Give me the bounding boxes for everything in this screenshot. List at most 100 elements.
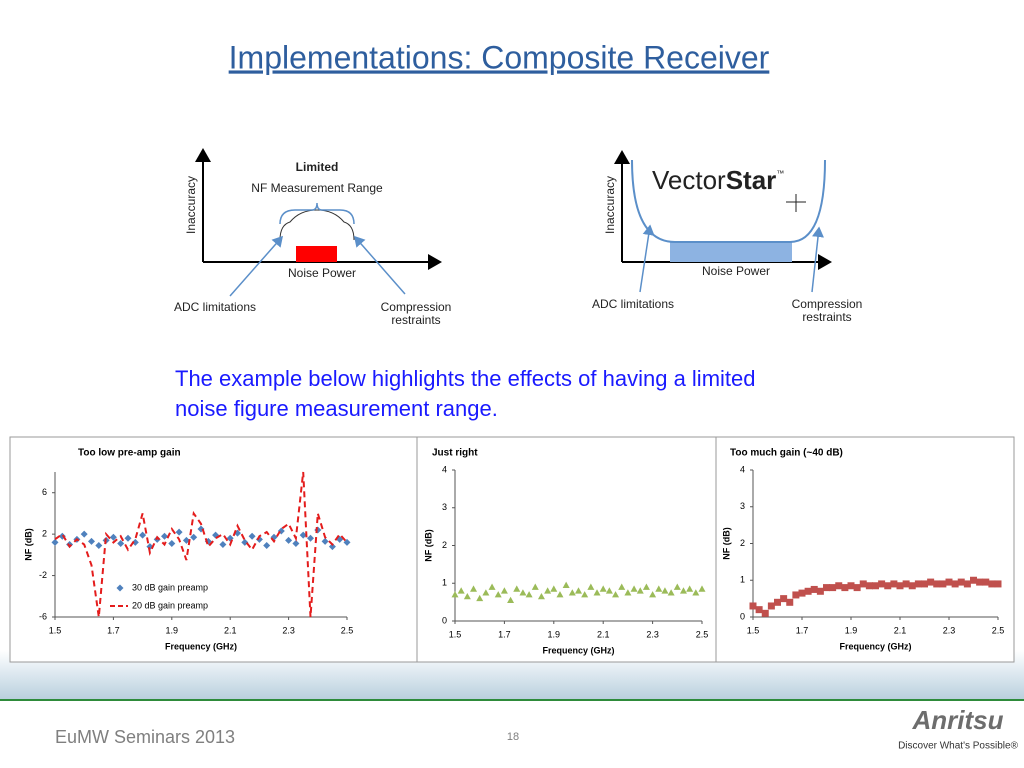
marker [890, 580, 898, 588]
axis-label: Noise Power [702, 264, 770, 278]
marker [109, 533, 117, 541]
x-tick-label: 1.5 [49, 625, 62, 635]
marker [988, 580, 996, 588]
logo-part: ™ [776, 169, 784, 178]
marker [544, 587, 552, 594]
x-tick-label: 2.3 [646, 629, 659, 639]
y-tick-label: -2 [39, 570, 47, 580]
marker [884, 582, 892, 590]
body-text: The example below highlights the effects… [175, 366, 756, 391]
marker [933, 580, 941, 588]
marker [568, 589, 576, 596]
marker [853, 584, 861, 592]
marker [847, 582, 855, 590]
marker [612, 591, 620, 598]
marker [190, 533, 198, 541]
marker [175, 528, 183, 536]
marker [525, 591, 533, 598]
marker [562, 581, 570, 588]
note: ADC limitations [174, 300, 256, 314]
marker [939, 580, 947, 588]
marker [774, 598, 781, 606]
label: Limited [296, 160, 339, 174]
axis-label: Noise Power [288, 266, 356, 280]
x-tick-label: 2.1 [224, 625, 237, 635]
legend-swatch [116, 584, 124, 592]
marker [686, 585, 694, 592]
x-tick-label: 1.9 [166, 625, 179, 635]
x-tick-label: 2.5 [696, 629, 709, 639]
marker [321, 537, 329, 545]
marker [550, 585, 558, 592]
marker [927, 578, 935, 586]
marker [556, 591, 564, 598]
logo: VectorStar™ [652, 165, 784, 195]
marker [124, 534, 132, 542]
y-tick-label: 2 [740, 538, 745, 548]
marker [219, 541, 227, 548]
marker [921, 580, 928, 588]
marker [636, 587, 644, 594]
legend-label: 20 dB gain preamp [132, 600, 208, 610]
marker [951, 580, 959, 588]
marker [698, 585, 706, 592]
marker [767, 602, 775, 610]
marker [470, 585, 478, 592]
note: restraints [802, 310, 851, 324]
y-tick-label: 4 [740, 464, 745, 474]
marker [343, 538, 351, 546]
marker [292, 539, 300, 547]
marker [835, 582, 843, 590]
marker [945, 578, 953, 586]
y-axis-label: NF (dB) [23, 528, 33, 561]
marker [982, 578, 990, 586]
x-tick-label: 1.9 [845, 625, 858, 635]
marker [80, 530, 88, 538]
x-tick-label: 2.3 [943, 625, 956, 635]
marker [872, 582, 879, 590]
marker [488, 583, 496, 590]
marker [88, 537, 95, 545]
marker [976, 578, 984, 586]
marker [537, 592, 545, 600]
x-tick-label: 2.1 [894, 625, 907, 635]
marker [618, 583, 626, 590]
axis-label: Inaccuracy [184, 176, 198, 234]
y-axis-label: NF (dB) [721, 527, 731, 560]
marker [66, 541, 74, 548]
marker [841, 584, 849, 592]
marker [182, 536, 190, 544]
marker [755, 606, 763, 614]
marker [248, 532, 256, 540]
marker [575, 587, 582, 594]
marker [51, 538, 59, 546]
marker [624, 589, 632, 596]
tagline: Discover What's Possible® [898, 741, 1019, 752]
marker [810, 585, 818, 593]
x-tick-label: 1.5 [449, 629, 462, 639]
marker [878, 580, 886, 588]
marker [679, 587, 687, 594]
arrow [639, 224, 655, 293]
marker [792, 591, 800, 599]
arrow [811, 226, 824, 293]
marker [581, 591, 589, 598]
marker [263, 542, 271, 550]
marker [95, 542, 103, 550]
logo-part: Star [726, 165, 777, 195]
marker [139, 531, 147, 539]
axis-label: Inaccuracy [603, 176, 617, 234]
note: ADC limitations [592, 297, 674, 311]
marker [451, 591, 459, 598]
marker [494, 591, 502, 598]
marker [117, 539, 125, 547]
curve [631, 159, 826, 243]
marker [865, 582, 873, 590]
y-tick-label: 6 [42, 487, 47, 497]
x-tick-label: 2.5 [992, 625, 1005, 635]
x-axis-label: Frequency (GHz) [542, 645, 614, 655]
x-tick-label: 2.5 [341, 625, 354, 635]
marker [587, 583, 595, 590]
marker [605, 587, 613, 594]
